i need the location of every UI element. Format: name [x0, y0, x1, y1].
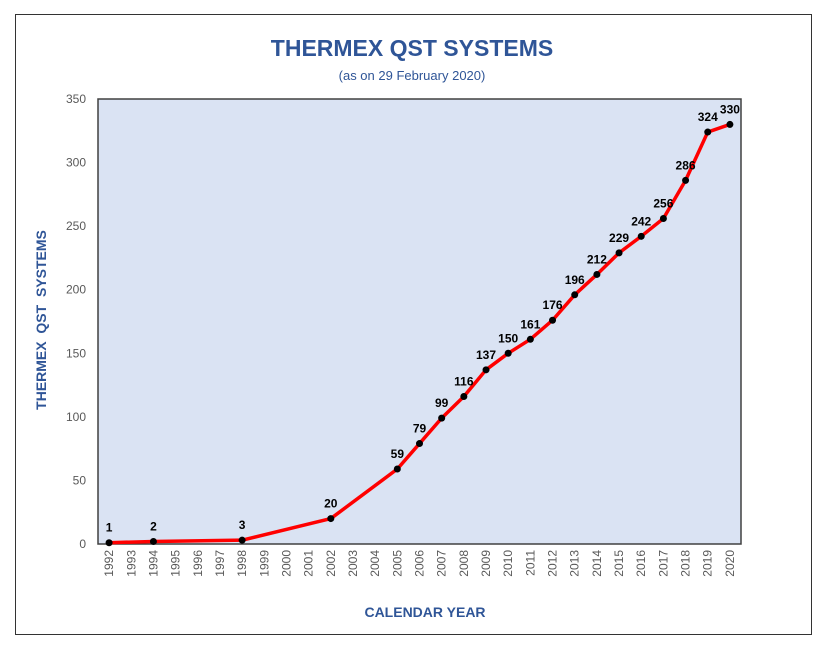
x-tick-label: 2000 — [279, 550, 293, 577]
y-tick-label: 50 — [73, 473, 87, 487]
x-tick-label: 2007 — [435, 550, 449, 577]
x-tick-label: 2001 — [302, 550, 316, 577]
x-tick-label: 2015 — [612, 550, 626, 577]
y-tick-label: 300 — [66, 156, 86, 170]
data-point — [549, 316, 557, 324]
x-tick-label: 2005 — [390, 550, 404, 577]
x-tick-label: 2004 — [368, 550, 382, 577]
data-label: 330 — [720, 102, 740, 116]
x-tick-label: 2013 — [568, 550, 582, 577]
data-point — [504, 349, 512, 357]
y-tick-label: 150 — [66, 346, 86, 360]
x-tick-label: 2010 — [501, 550, 515, 577]
data-label: 212 — [587, 252, 607, 266]
x-tick-label: 2002 — [324, 550, 338, 577]
x-axis-label: CALENDAR YEAR — [364, 604, 485, 620]
data-point — [682, 176, 690, 184]
y-tick-label: 250 — [66, 219, 86, 233]
data-label: 79 — [413, 422, 427, 436]
x-tick-label: 1995 — [169, 550, 183, 577]
plot-area — [97, 98, 742, 545]
x-tick-label: 2016 — [634, 550, 648, 577]
data-point — [704, 128, 712, 136]
data-label: 161 — [520, 317, 540, 331]
x-tick-label: 2003 — [346, 550, 360, 577]
data-point — [726, 120, 734, 128]
data-label: 196 — [565, 273, 585, 287]
x-tick-label: 2011 — [523, 550, 537, 576]
data-point — [571, 291, 579, 299]
data-point — [105, 539, 113, 547]
data-label: 3 — [239, 518, 246, 532]
chart-subtitle: (as on 29 February 2020) — [339, 68, 486, 83]
data-point — [327, 515, 335, 523]
x-tick-label: 2009 — [479, 550, 493, 577]
data-label: 59 — [391, 447, 405, 461]
x-tick-label: 1997 — [213, 550, 227, 577]
data-point — [593, 270, 601, 278]
x-tick-label: 1994 — [146, 550, 160, 577]
x-tick-label: 2020 — [723, 550, 737, 577]
data-point — [416, 440, 423, 448]
data-label: 1 — [106, 521, 113, 535]
data-point — [637, 232, 645, 240]
x-tick-label: 1996 — [191, 550, 205, 577]
data-point — [238, 536, 246, 544]
data-label: 242 — [631, 214, 651, 228]
chart-title: THERMEX QST SYSTEMS — [271, 35, 553, 61]
data-label: 137 — [476, 348, 496, 362]
y-tick-label: 0 — [79, 537, 86, 551]
x-tick-label: 1998 — [235, 550, 249, 577]
y-axis-label: THERMEX QST SYSTEMS — [33, 230, 49, 410]
x-tick-label: 2008 — [457, 550, 471, 577]
x-tick-label: 2014 — [590, 550, 604, 577]
data-point — [460, 393, 468, 401]
data-label: 256 — [653, 197, 673, 211]
data-label: 2 — [150, 519, 157, 533]
data-label: 286 — [676, 158, 696, 172]
data-point — [438, 414, 446, 422]
y-tick-label: 350 — [66, 92, 86, 106]
data-point — [393, 465, 401, 473]
data-label: 116 — [454, 375, 474, 389]
x-tick-label: 1999 — [257, 550, 271, 577]
y-tick-label: 200 — [66, 283, 86, 297]
x-tick-label: 1993 — [124, 550, 138, 577]
series-line — [109, 122, 731, 545]
chart-frame — [15, 14, 812, 635]
x-tick-label: 1992 — [102, 550, 116, 577]
y-tick-label: 100 — [66, 410, 86, 424]
data-point — [659, 215, 667, 223]
x-tick-label: 2006 — [413, 550, 427, 577]
x-tick-label: 2017 — [656, 550, 670, 577]
data-label: 20 — [324, 497, 338, 511]
x-tick-label: 2012 — [546, 550, 560, 577]
data-point — [149, 537, 157, 545]
data-point — [482, 366, 490, 374]
data-label: 229 — [609, 231, 629, 245]
data-point — [526, 335, 534, 343]
data-point — [615, 249, 623, 257]
data-label: 99 — [435, 396, 449, 410]
data-label: 150 — [498, 331, 518, 345]
data-label: 324 — [698, 110, 718, 124]
x-tick-label: 2018 — [679, 550, 693, 577]
x-tick-label: 2019 — [701, 550, 715, 577]
data-label: 176 — [543, 298, 563, 312]
